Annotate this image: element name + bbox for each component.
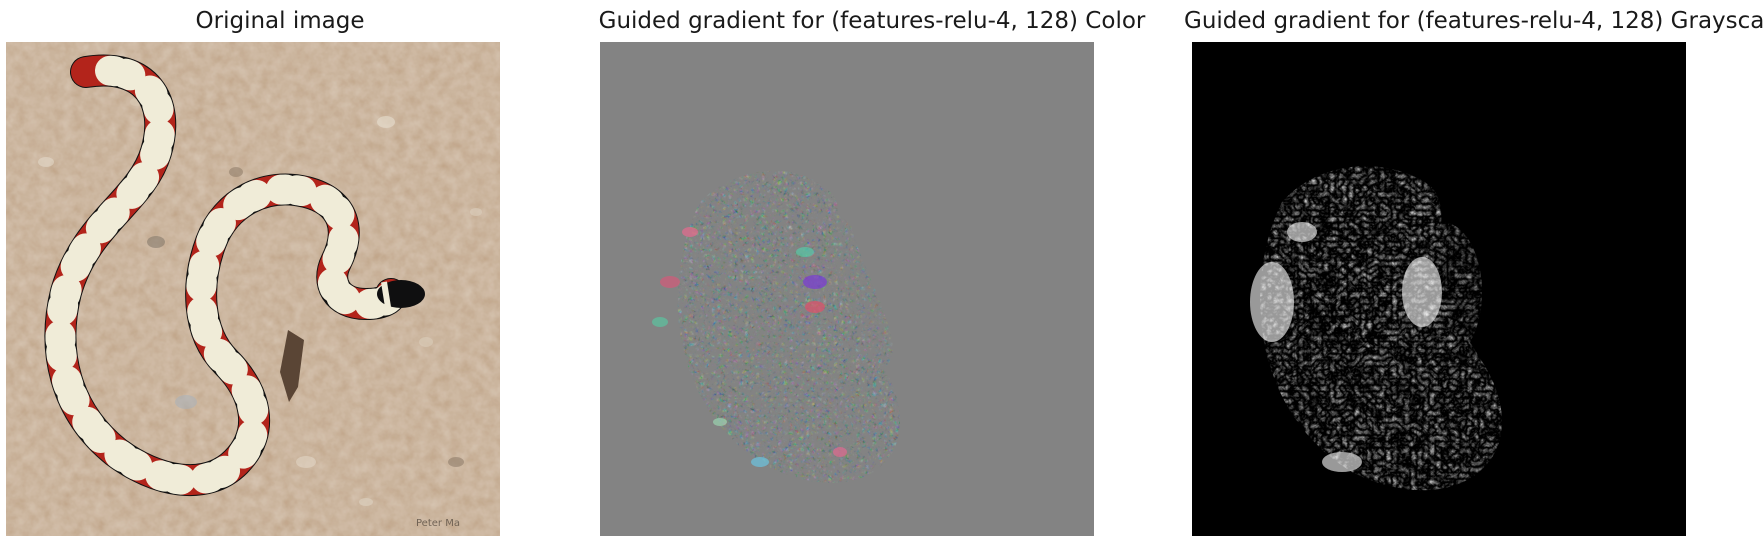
photo-signature: Peter Ma [416,518,460,529]
guided-gradient-color-map [600,42,1094,536]
color-saliency-spots [652,227,847,467]
original-snake-photo-svg: Peter Ma [6,42,500,536]
panel-guided-gradient-color: Guided gradient for (features-relu-4, 12… [592,0,1152,544]
panel-title-original: Original image [195,8,365,34]
panel-original-image: Original image [0,0,560,544]
snake [44,54,407,497]
guided-gradient-grayscale-map [1192,42,1686,536]
guided-gradient-color-svg [600,42,1094,536]
pebbles [38,98,482,506]
original-snake-photo: Peter Ma [6,42,500,536]
panel-guided-gradient-grayscale: Guided gradient for (features-relu-4, 12… [1184,0,1764,544]
stone [280,330,304,402]
panel-title-color: Guided gradient for (features-relu-4, 12… [598,8,1146,34]
snake-head-band [381,281,391,308]
guided-gradient-grayscale-svg [1192,42,1686,536]
bright-saliency-spots [1250,222,1442,472]
panel-title-grayscale: Guided gradient for (features-relu-4, 12… [1184,8,1764,34]
